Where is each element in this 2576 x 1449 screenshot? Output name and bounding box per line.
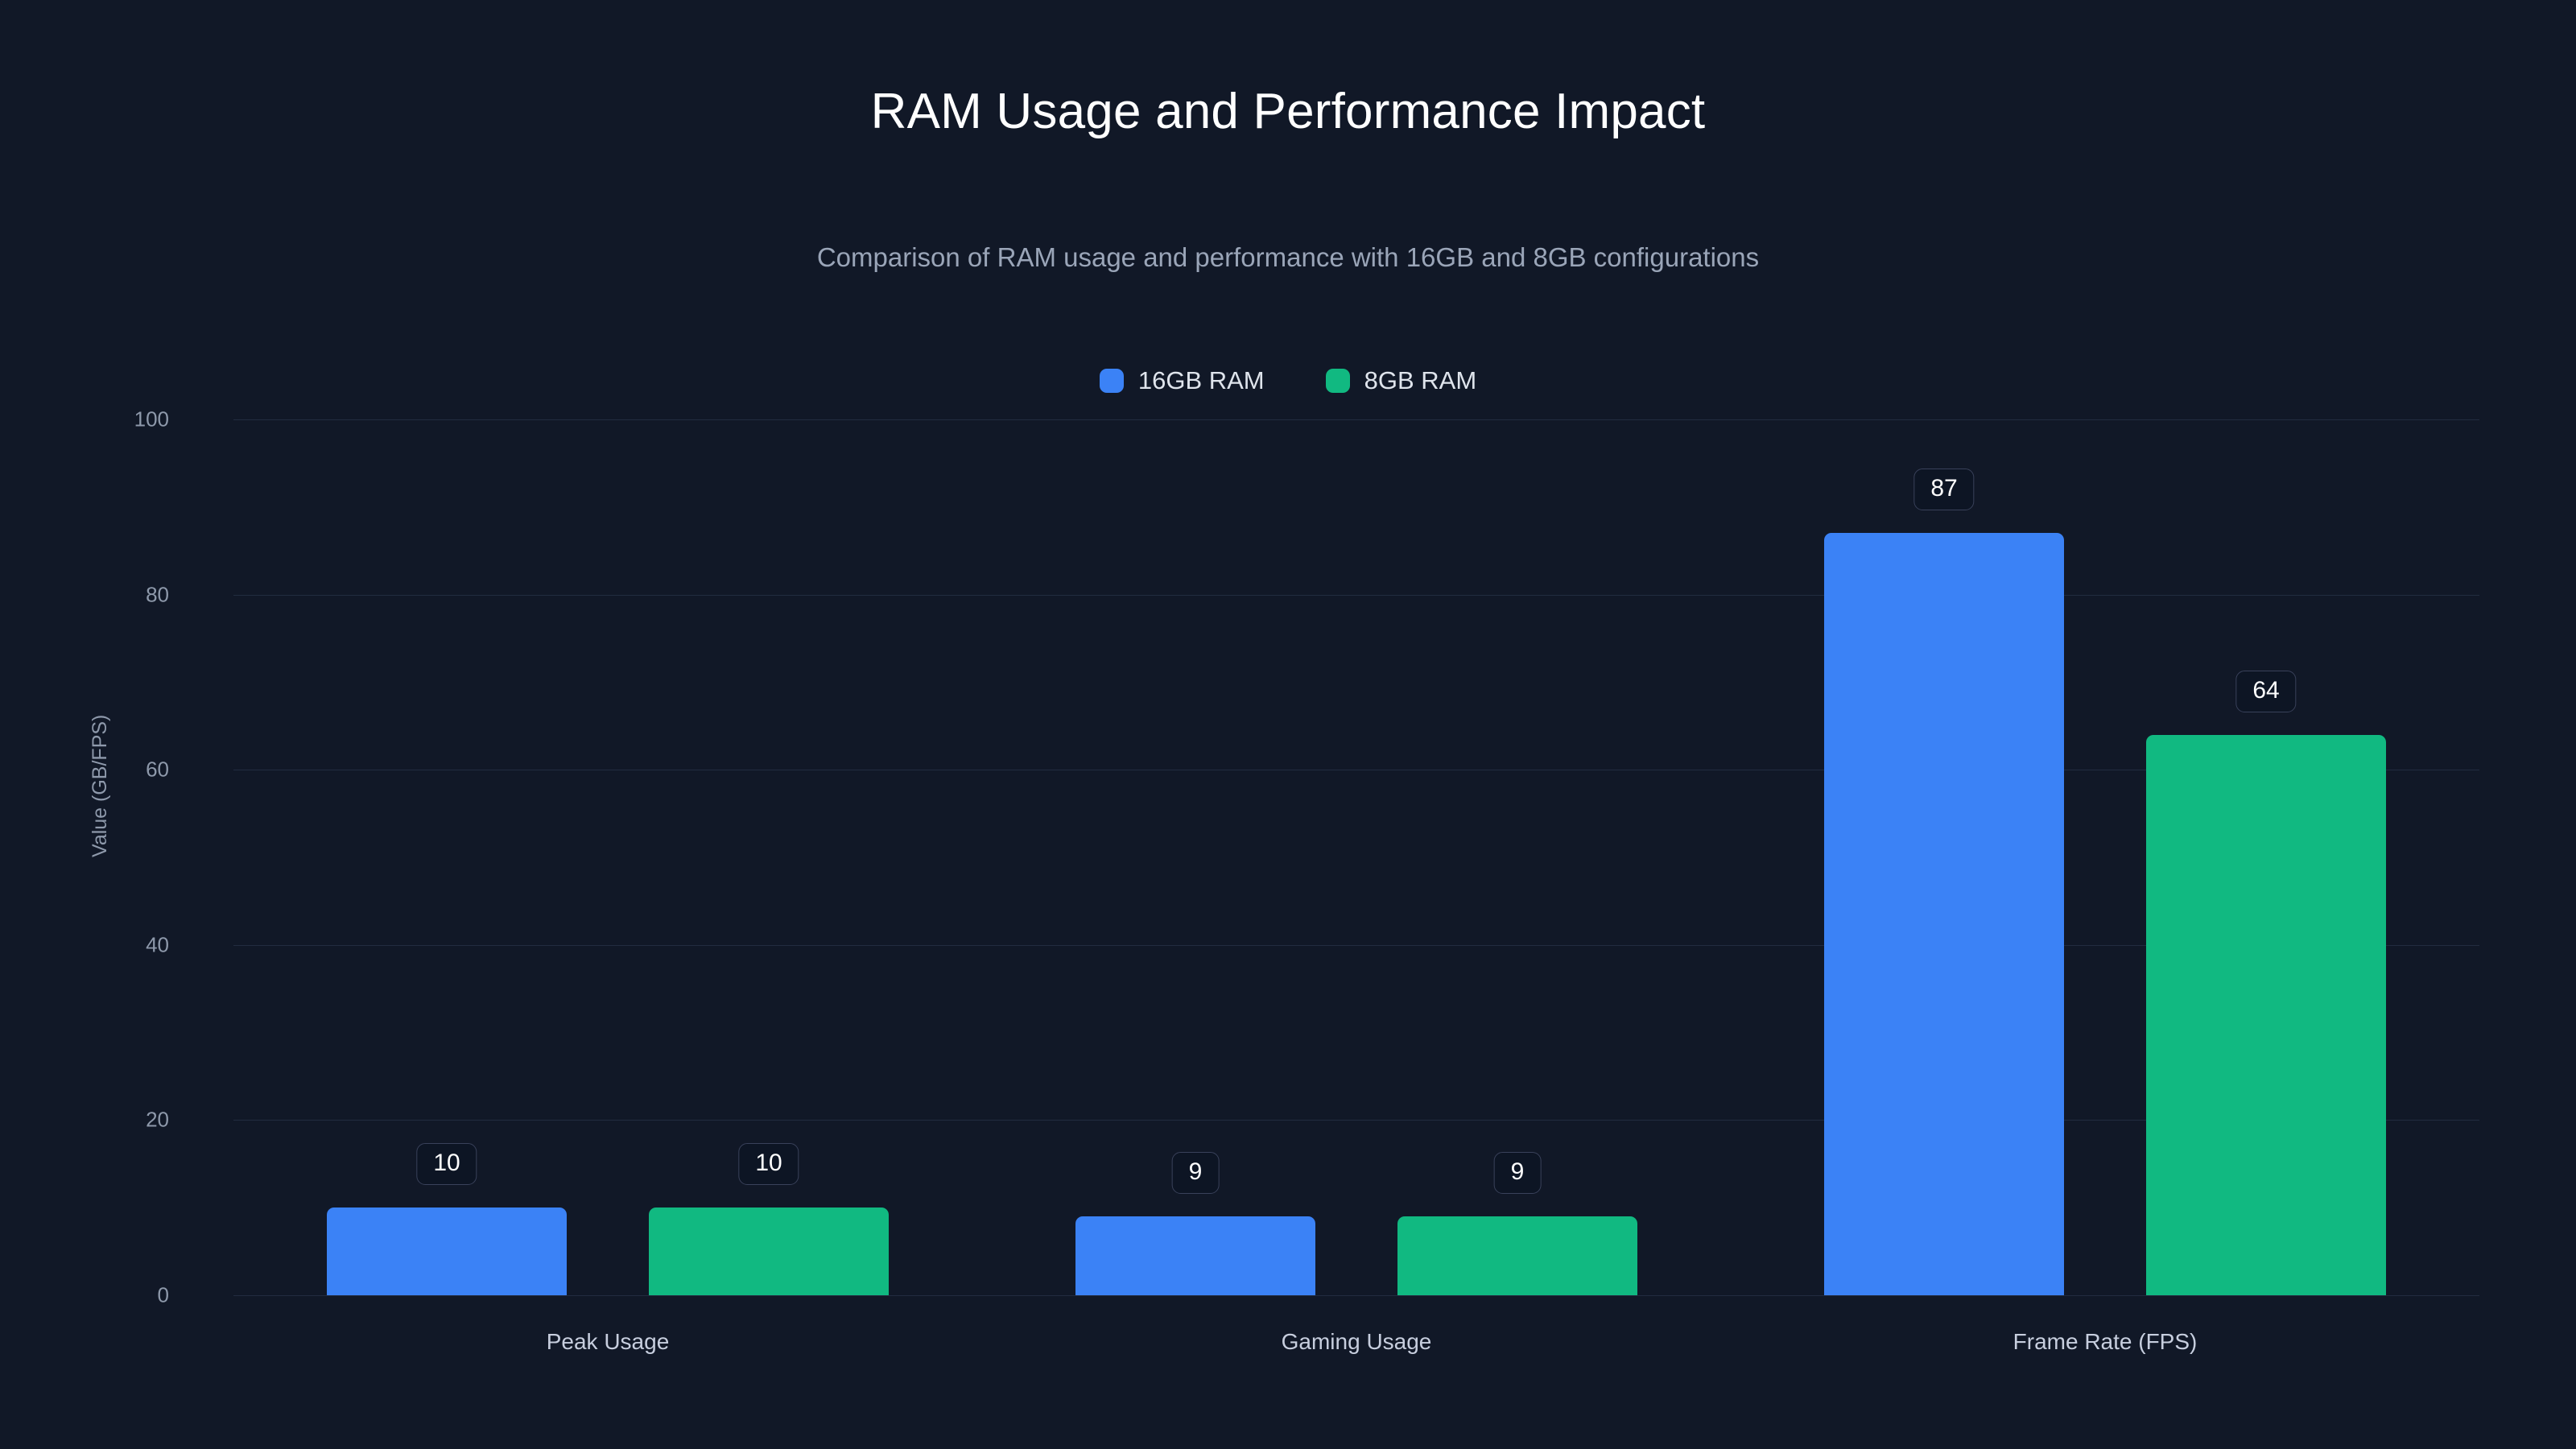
legend-item-1[interactable]: 16GB RAM [1099,366,1265,395]
gridline [233,419,2479,420]
chart-subtitle: Comparison of RAM usage and performance … [816,242,1760,272]
gridline [233,1295,2479,1296]
bar-value-label: 9 [1171,1152,1220,1195]
bar-value-label: 10 [416,1143,477,1186]
legend-item-2[interactable]: 8GB RAM [1325,366,1477,395]
bar-value-label: 64 [2235,670,2297,712]
x-axis-tick-label: Peak Usage [546,1329,670,1354]
legend-label: 8GB RAM [1364,366,1477,394]
bar[interactable] [1824,533,2064,1295]
bar[interactable] [649,1208,889,1295]
bar[interactable] [1075,1216,1315,1295]
bar[interactable] [2146,734,2386,1295]
gridline [233,594,2479,596]
bar[interactable] [1397,1216,1637,1295]
y-axis-tick-label: 60 [146,757,169,782]
x-axis-tick-label: Gaming Usage [1281,1329,1432,1354]
bar-value-label: 10 [738,1143,799,1186]
y-axis-title: Value (GB/FPS) [89,714,111,857]
y-axis-tick-label: 100 [134,407,169,431]
bar-value-label: 9 [1493,1152,1542,1195]
gridline [233,944,2479,946]
y-axis-tick-label: 80 [146,582,169,607]
chart-legend: 16GB RAM 8GB RAM [0,366,2576,395]
x-axis-tick-label: Frame Rate (FPS) [2013,1329,2198,1354]
y-axis-tick-label: 0 [157,1282,169,1307]
chart-title: RAM Usage and Performance Impact [870,84,1706,139]
legend-label: 16GB RAM [1137,366,1265,394]
y-axis-tick-label: 40 [146,932,169,957]
legend-swatch-icon [1325,369,1350,393]
legend-swatch-icon [1099,369,1124,393]
bar-value-label: 87 [1913,469,1975,511]
gridline [233,1120,2479,1121]
plot-area: 10 10 9 9 87 64 [233,419,2479,1296]
y-axis-tick-label: 20 [146,1107,169,1132]
bar[interactable] [327,1208,567,1295]
